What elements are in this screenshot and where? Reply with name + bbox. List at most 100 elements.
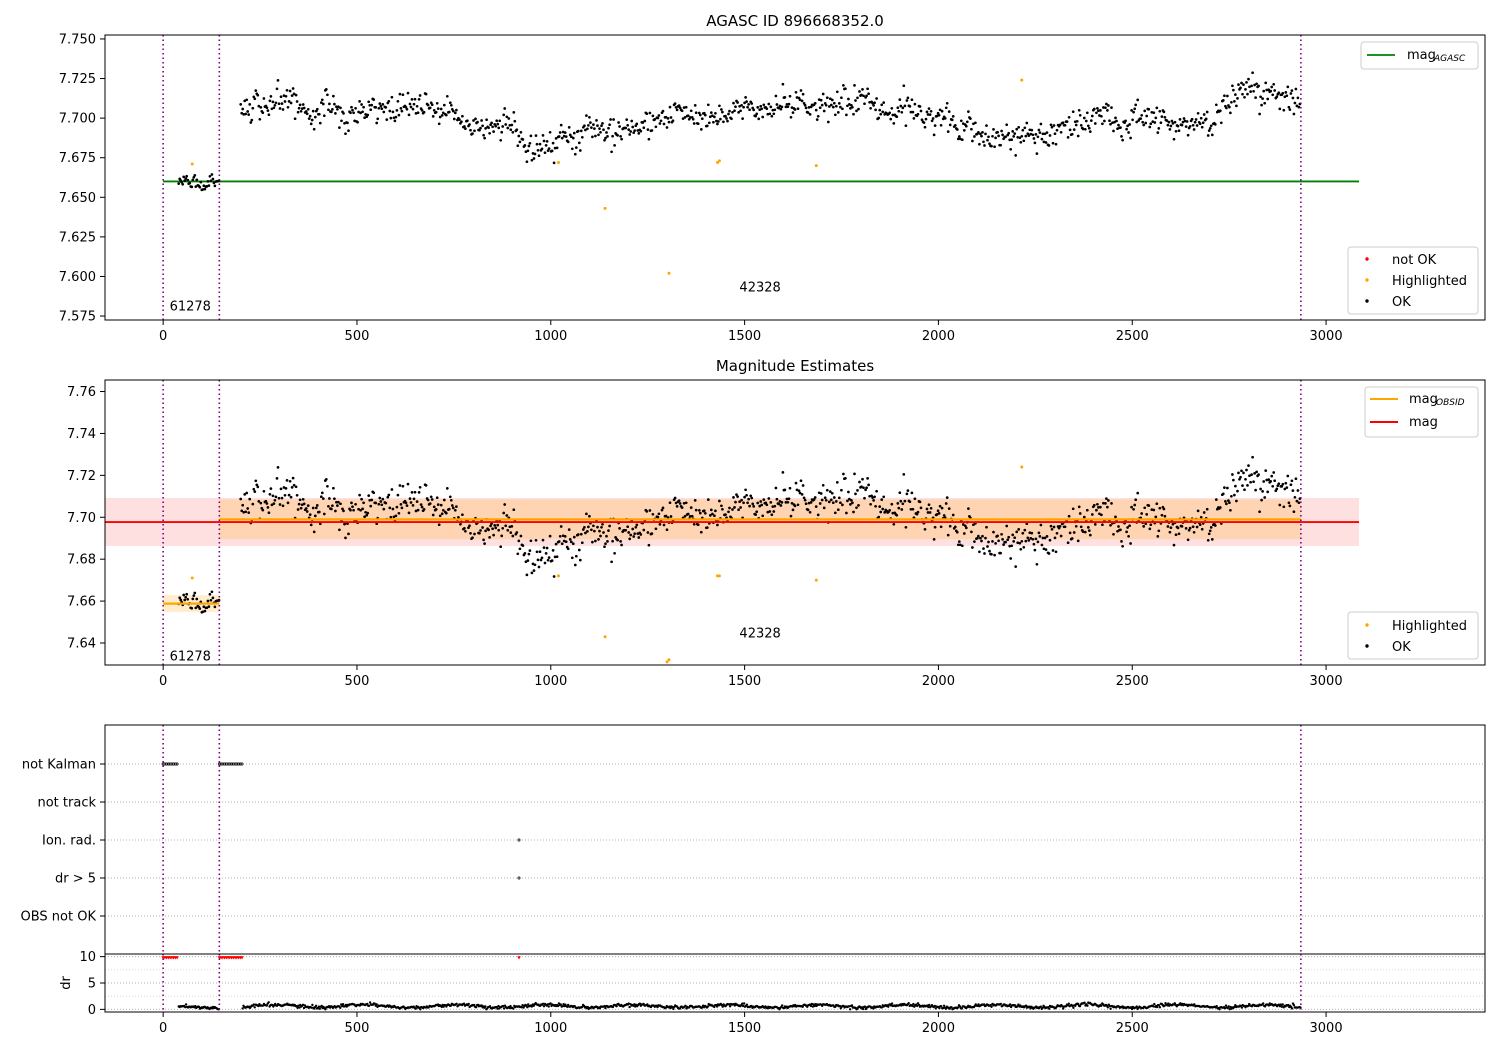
y-tick-label: 7.625: [59, 230, 96, 245]
ok-point: [321, 497, 325, 500]
ok-point: [806, 508, 810, 512]
ok-point: [757, 117, 761, 121]
ok-point: [1156, 131, 1160, 134]
ok-point: [1149, 122, 1153, 126]
ok-point: [1198, 523, 1202, 527]
flag-point: [161, 762, 165, 766]
ok-point: [496, 523, 500, 527]
ok-point: [508, 525, 512, 529]
ok-point: [913, 497, 917, 501]
ok-point: [948, 524, 952, 528]
ok-point: [309, 523, 313, 527]
dr-point: [546, 1003, 549, 1006]
ok-point: [970, 127, 973, 131]
ok-point: [1076, 134, 1080, 138]
dr-point: [297, 1004, 300, 1007]
ok-point: [691, 117, 695, 121]
ok-point: [271, 100, 275, 104]
ok-point: [569, 540, 573, 544]
ok-point: [1012, 540, 1016, 543]
ok-point: [857, 504, 860, 507]
ok-point: [874, 108, 877, 112]
ok-point: [351, 505, 354, 509]
ok-point: [301, 497, 305, 501]
ok-point: [913, 102, 917, 106]
ok-point: [432, 108, 436, 112]
ok-point: [1168, 128, 1172, 131]
ok-point: [895, 513, 899, 517]
agasc-axes: [104, 34, 1486, 321]
ok-point: [920, 118, 924, 122]
ok-point: [1127, 131, 1130, 134]
ok-point: [823, 496, 827, 500]
ok-point: [1159, 121, 1163, 125]
ok-point: [210, 173, 214, 176]
ok-point: [999, 143, 1002, 147]
ok-point: [945, 496, 949, 499]
ok-point: [318, 522, 322, 526]
ok-point: [388, 506, 392, 510]
x-tick-label: 0: [159, 329, 167, 344]
flag-point: [165, 762, 169, 766]
ok-point: [405, 504, 409, 507]
ok-point: [1136, 491, 1140, 495]
ok-point: [487, 126, 490, 130]
ok-point: [574, 146, 578, 149]
ok-point: [1100, 513, 1103, 517]
ok-point: [1171, 522, 1175, 526]
ok-point: [534, 538, 538, 542]
ok-point: [767, 497, 771, 500]
ok-point: [1001, 538, 1004, 541]
ok-point: [1295, 104, 1299, 108]
ok-point: [246, 507, 250, 510]
ok-point: [318, 121, 322, 125]
ok-point: [1036, 135, 1040, 139]
ok-point: [314, 506, 318, 510]
ok-point: [690, 115, 694, 119]
ok-point: [412, 102, 416, 106]
dr-point: [1072, 1006, 1075, 1009]
ok-point: [1262, 89, 1266, 93]
ok-point: [1037, 128, 1041, 132]
ok-point: [708, 115, 712, 119]
ok-point: [510, 525, 514, 528]
ok-point: [317, 112, 321, 116]
x-tick-label: 1500: [728, 1021, 761, 1036]
y-tick-label: 7.600: [59, 270, 96, 285]
ok-point: [1282, 108, 1286, 112]
ok-point: [1051, 141, 1055, 145]
ok-point: [1191, 525, 1195, 529]
ok-point: [358, 493, 361, 497]
ok-point: [633, 532, 637, 536]
ok-point: [592, 123, 595, 126]
ok-point: [1034, 133, 1038, 136]
ok-point: [213, 184, 217, 188]
ok-point: [406, 91, 410, 95]
ok-point: [201, 188, 205, 191]
ok-point: [650, 532, 654, 535]
ok-point: [1158, 506, 1162, 510]
ok-point: [1288, 504, 1292, 508]
ok-point: [1010, 544, 1014, 548]
ok-point: [483, 136, 486, 140]
ok-point: [1213, 524, 1217, 527]
chart-title: Magnitude Estimates: [716, 357, 874, 375]
ok-point: [1085, 508, 1089, 512]
ok-point: [983, 552, 986, 555]
ok-point: [761, 115, 765, 119]
ok-point: [283, 100, 287, 103]
ok-point: [824, 498, 828, 502]
ok-point: [980, 134, 983, 138]
ok-point: [1226, 94, 1229, 98]
ok-point: [1022, 545, 1026, 549]
ok-point: [375, 522, 379, 526]
ok-point: [1208, 529, 1212, 533]
ok-point: [994, 542, 997, 545]
ok-point: [851, 501, 854, 505]
ok-point: [1285, 486, 1289, 489]
ok-point: [881, 110, 885, 114]
ok-point: [369, 108, 373, 112]
ok-point: [1055, 128, 1059, 132]
ok-point: [1188, 124, 1192, 128]
